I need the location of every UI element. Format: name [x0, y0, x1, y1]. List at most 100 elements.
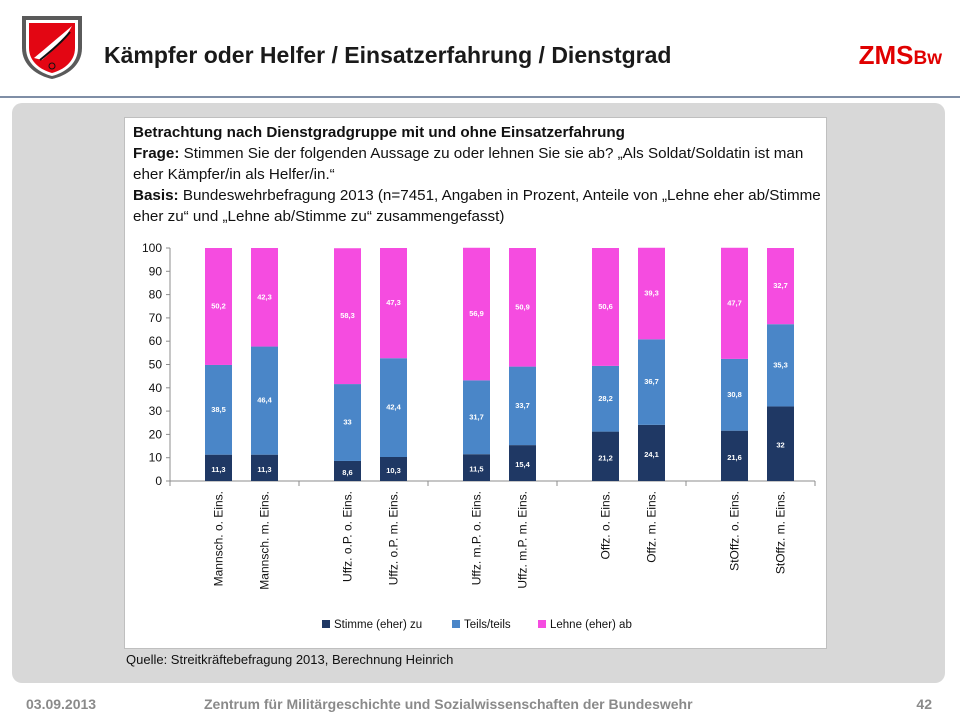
bar-segment [721, 247, 748, 359]
y-tick-label: 50 [149, 358, 163, 372]
data-label: 47,3 [386, 298, 401, 307]
category-label: Uffz. m.P. o. Eins. [470, 491, 484, 585]
bar-segment [380, 457, 407, 481]
bar-segment [509, 248, 536, 367]
description-frage: Frage: Stimmen Sie der folgenden Aussage… [133, 143, 823, 185]
bar-segment [334, 248, 361, 385]
y-tick-label: 60 [149, 334, 163, 348]
chart-description: Betrachtung nach Dienstgradgruppe mit un… [133, 122, 823, 227]
bar-segment [509, 445, 536, 481]
page-title: Kämpfer oder Helfer / Einsatzerfahrung /… [104, 42, 672, 68]
bar-segment [638, 247, 665, 340]
data-label: 15,4 [515, 460, 530, 469]
y-tick-label: 0 [155, 474, 162, 488]
data-label: 42,4 [386, 403, 401, 412]
brand-sub: Bw [913, 48, 943, 69]
bar-segment [767, 406, 794, 481]
category-label: StOffz. o. Eins. [728, 491, 742, 571]
y-tick-label: 30 [149, 404, 163, 418]
category-label: Mannsch. o. Eins. [212, 491, 226, 586]
bar-segment [463, 247, 490, 381]
category-label: StOffz. m. Eins. [774, 491, 788, 574]
slide-footer: 03.09.2013 Zentrum für Militärgeschichte… [0, 690, 960, 720]
bar-segment [638, 424, 665, 481]
data-label: 31,7 [469, 412, 484, 421]
bar-segment [592, 431, 619, 481]
data-label: 32,7 [773, 281, 788, 290]
basis-text: Bundeswehrbefragung 2013 (n=7451, Angabe… [133, 187, 821, 225]
bar-segment [251, 248, 278, 347]
category-label: Offz. m. Eins. [645, 491, 659, 563]
data-label: 36,7 [644, 377, 659, 386]
data-label: 11,5 [469, 465, 483, 474]
bar-segment [380, 358, 407, 458]
zmsbw-brand: ZMSBw [859, 40, 942, 71]
y-tick-label: 10 [149, 451, 163, 465]
footer-date: 03.09.2013 [26, 696, 97, 712]
data-label: 39,3 [644, 289, 659, 298]
bar-segment [463, 380, 490, 455]
data-label: 35,3 [773, 360, 788, 369]
y-tick-label: 70 [149, 311, 163, 325]
data-label: 50,2 [211, 301, 226, 310]
page-number: 42 [916, 696, 932, 712]
data-label: 21,2 [598, 453, 613, 462]
bar-segment [592, 248, 619, 366]
data-label: 30,8 [727, 390, 742, 399]
bar-segment [205, 248, 232, 365]
bar-segment [334, 460, 361, 481]
bar-segment [767, 324, 794, 407]
data-label: 33,7 [515, 401, 530, 410]
legend-swatch [452, 620, 460, 628]
y-tick-label: 40 [149, 381, 163, 395]
bar-segment [638, 339, 665, 425]
bar-segment [721, 358, 748, 431]
bar-segment [205, 454, 232, 481]
category-label: Uffz. o.P. m. Eins. [387, 491, 401, 585]
data-label: 11,3 [257, 465, 271, 474]
data-label: 10,3 [386, 466, 401, 475]
legend-swatch [538, 620, 546, 628]
data-label: 28,2 [598, 394, 613, 403]
bar-segment [334, 384, 361, 461]
legend-label: Teils/teils [464, 619, 511, 631]
bar-segment [205, 364, 232, 455]
frage-label: Frage: [133, 145, 180, 162]
data-label: 58,3 [340, 311, 355, 320]
bar-segment [251, 454, 278, 481]
y-tick-label: 80 [149, 288, 163, 302]
category-label: Uffz. o.P. o. Eins. [341, 491, 355, 582]
description-line1: Betrachtung nach Dienstgradgruppe mit un… [133, 124, 625, 141]
bar-segment [251, 346, 278, 455]
legend-label: Lehne (eher) ab [550, 619, 632, 631]
basis-label: Basis: [133, 187, 179, 204]
data-label: 42,3 [257, 292, 272, 301]
data-label: 38,5 [211, 405, 226, 414]
data-label: 8,6 [342, 468, 352, 477]
slide-header: Kämpfer oder Helfer / Einsatzerfahrung /… [0, 0, 960, 96]
bar-segment [592, 365, 619, 432]
shield-logo-icon [22, 16, 82, 79]
legend-label: Stimme (eher) zu [334, 619, 422, 631]
data-label: 47,7 [727, 298, 742, 307]
data-label: 24,1 [644, 450, 659, 459]
bar-segment [721, 430, 748, 481]
bar-segment [509, 366, 536, 446]
header-divider [0, 96, 960, 98]
category-label: Offz. o. Eins. [599, 491, 613, 559]
bar-segment [380, 248, 407, 359]
y-tick-label: 100 [142, 241, 162, 255]
footer-organization: Zentrum für Militärgeschichte und Sozial… [204, 696, 693, 712]
data-label: 33 [343, 418, 351, 427]
data-label: 50,9 [515, 302, 530, 311]
data-label: 46,4 [257, 396, 272, 405]
data-label: 56,9 [469, 309, 484, 318]
data-label: 50,6 [598, 302, 613, 311]
description-basis: Basis: Bundeswehrbefragung 2013 (n=7451,… [133, 185, 823, 227]
legend-swatch [322, 620, 330, 628]
brand-main: ZMS [858, 40, 914, 70]
frage-text: Stimmen Sie der folgenden Aussage zu ode… [133, 145, 804, 183]
data-label: 32 [776, 441, 784, 450]
bar-segment [767, 248, 794, 325]
category-label: Uffz. m.P. m. Eins. [516, 491, 530, 589]
